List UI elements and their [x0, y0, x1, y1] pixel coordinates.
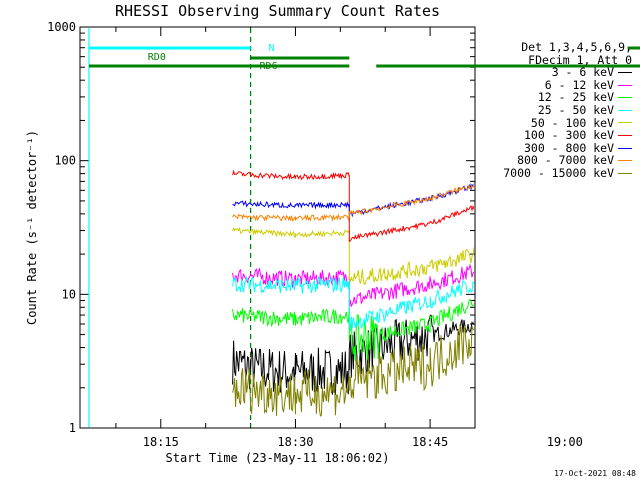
y-axis-label: Count Rate (s⁻¹ detector⁻¹) [25, 130, 39, 325]
series-line-0 [232, 314, 474, 396]
legend-swatch [618, 71, 632, 73]
chart-title: RHESSI Observing Summary Count Rates [114, 2, 441, 20]
legend-label: 100 - 300 keV [523, 128, 614, 143]
legend-item: 6 - 12 keV [503, 79, 632, 92]
legend-item: 12 - 25 keV [503, 91, 632, 104]
legend-label: 800 - 7000 keV [517, 153, 614, 168]
legend-swatch [618, 122, 632, 124]
x-tick-label: 18:15 [143, 435, 179, 449]
legend-item: 800 - 7000 keV [503, 154, 632, 167]
legend-label: 50 - 100 keV [530, 115, 614, 130]
legend-item: 7000 - 15000 keV [503, 167, 632, 180]
legend-label: 7000 - 15000 keV [503, 165, 614, 180]
legend-item: 50 - 100 keV [503, 115, 632, 130]
legend-label: 6 - 12 keV [544, 77, 614, 92]
legend-label: 3 - 6 keV [551, 65, 614, 80]
legend-label: 12 - 25 keV [537, 90, 614, 105]
legend-item: 25 - 50 keV [503, 104, 632, 117]
series-line-7 [232, 182, 474, 222]
series-line-3 [232, 275, 474, 332]
y-tick-label: 10 [62, 287, 76, 301]
legend-item: 300 - 800 keV [503, 142, 632, 155]
x-tick-label: 19:00 [547, 435, 583, 449]
series-line-2 [232, 298, 474, 362]
legend-swatch [618, 84, 632, 86]
x-tick-label: 18:30 [277, 435, 313, 449]
legend-swatch [618, 147, 632, 149]
y-tick-label: 1000 [47, 20, 76, 34]
legend: Det 1,3,4,5,6,9, FDecim 1, Att 0 3 - 6 k… [503, 41, 632, 180]
legend-item: 3 - 6 keV [503, 66, 632, 79]
annotation-label: RD6 [260, 61, 278, 72]
timestamp: 17-Oct-2021 08:48 [554, 469, 636, 478]
series-line-8 [232, 323, 474, 417]
legend-swatch [618, 134, 632, 136]
legend-swatch [618, 97, 632, 99]
x-axis-label: Start Time (23-May-11 18:06:02) [166, 451, 390, 465]
series-line-6 [232, 182, 474, 218]
legend-label: 25 - 50 keV [537, 102, 614, 117]
series-line-5 [232, 169, 474, 242]
y-tick-label: 100 [54, 154, 76, 168]
legend-header-2: FDecim 1, Att 0 [528, 52, 632, 67]
annotation-label: N [269, 43, 275, 54]
annotation-label: RD0 [148, 52, 166, 63]
y-tick-label: 1 [69, 421, 76, 435]
legend-swatch [618, 160, 632, 162]
series-line-4 [232, 226, 474, 286]
x-tick-label: 18:45 [412, 435, 448, 449]
legend-swatch [618, 172, 632, 174]
series-line-1 [232, 263, 474, 308]
legend-item: 100 - 300 keV [503, 129, 632, 142]
plot-frame [79, 26, 476, 429]
legend-header-1: Det 1,3,4,5,6,9, [521, 40, 632, 54]
legend-label: 300 - 800 keV [523, 140, 614, 155]
legend-swatch [618, 109, 632, 111]
